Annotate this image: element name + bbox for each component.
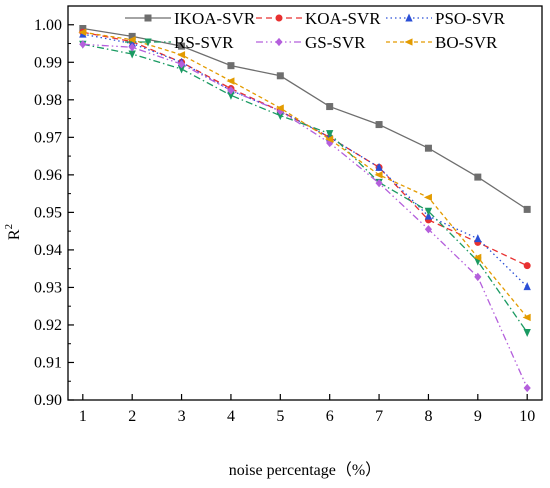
data-point <box>227 62 235 70</box>
data-point <box>374 171 383 179</box>
y-axis-label-sup: 2 <box>3 224 15 230</box>
series-rs-svr <box>79 40 531 337</box>
data-point <box>79 40 87 49</box>
data-point <box>523 328 531 337</box>
x-tick-label: 8 <box>424 408 432 425</box>
data-point <box>474 173 482 181</box>
legend-marker <box>275 37 283 47</box>
x-tick-label: 7 <box>375 408 383 425</box>
data-point <box>275 104 284 112</box>
y-tick-label: 0.99 <box>34 54 62 71</box>
data-point <box>178 42 186 50</box>
y-tick-label: 1.00 <box>34 17 62 34</box>
y-tick-label: 0.98 <box>34 92 62 109</box>
data-point <box>128 43 136 52</box>
x-axis-label: noise percentage（%） <box>229 461 381 479</box>
legend-label: RS-SVR <box>174 33 234 52</box>
data-point <box>326 130 334 139</box>
data-point <box>523 383 531 393</box>
series-ikoa-svr <box>79 25 531 213</box>
data-point <box>227 86 235 95</box>
y-tick-label: 0.93 <box>34 279 62 296</box>
y-tick-label: 0.94 <box>34 242 62 259</box>
data-point <box>177 51 186 59</box>
series-line-ikoa-svr <box>82 27 528 210</box>
x-tick-label: 3 <box>178 408 186 425</box>
legend-marker <box>144 14 152 22</box>
y-axis: 0.90 0.91 0.92 0.93 0.94 0.95 0.96 0.97 0.98 0.99… <box>34 17 74 409</box>
legend-marker <box>275 14 283 22</box>
y-axis-label: R2 <box>3 224 23 240</box>
y-tick-label: 0.95 <box>34 204 62 221</box>
legend-label: GS-SVR <box>305 33 366 52</box>
series-line-pso-svr <box>82 33 528 288</box>
data-point <box>424 211 433 220</box>
legend-item: BO-SVR <box>386 33 498 52</box>
x-tick-label: 1 <box>79 408 87 425</box>
data-point <box>424 207 433 216</box>
legend-marker <box>405 13 413 22</box>
legend-label: KOA-SVR <box>305 9 381 28</box>
data-point <box>474 234 482 243</box>
data-point <box>474 272 482 282</box>
legend-item: KOA-SVR <box>256 9 381 28</box>
series-line-rs-svr <box>82 43 528 333</box>
series-gs-svr <box>79 40 531 393</box>
data-point <box>523 282 531 291</box>
data-point <box>424 225 433 234</box>
legend-item: PSO-SVR <box>386 9 506 28</box>
data-point <box>128 50 136 59</box>
data-point <box>375 121 383 129</box>
series-line-bo-svr <box>82 31 528 318</box>
data-point <box>423 193 432 202</box>
y-tick-label: 0.90 <box>34 392 62 409</box>
series-pso-svr <box>79 29 531 291</box>
x-tick-label: 4 <box>227 408 235 425</box>
plot-frame <box>67 5 543 401</box>
series-line-gs-svr <box>82 43 528 389</box>
legend-label: BO-SVR <box>435 33 498 52</box>
legend-item: GS-SVR <box>256 33 366 52</box>
y-tick-label: 0.91 <box>34 354 62 371</box>
y-tick-label: 0.96 <box>34 167 62 184</box>
data-point <box>424 144 432 152</box>
data-point <box>177 60 186 69</box>
data-point <box>523 262 531 270</box>
legend-item: IKOA-SVR <box>125 9 256 28</box>
data-point <box>473 253 482 262</box>
legend: IKOA-SVR KOA-SVR PSO-SVR RS-SVR GS-SVR BO-SVR <box>125 9 506 52</box>
x-tick-label: 10 <box>519 408 535 425</box>
x-tick-label: 6 <box>326 408 334 425</box>
data-point <box>226 77 235 85</box>
x-axis: 1 2 3 4 5 6 7 8 9 10 <box>79 394 535 425</box>
data-point <box>276 72 284 80</box>
data-point <box>375 162 383 171</box>
x-tick-label: 2 <box>128 408 136 425</box>
legend-marker <box>144 38 152 47</box>
legend-item: RS-SVR <box>125 33 234 52</box>
legend-marker <box>404 38 413 46</box>
data-point <box>522 313 531 322</box>
series-layer <box>78 25 531 393</box>
series-koa-svr <box>79 28 531 270</box>
y-tick-label: 0.97 <box>34 129 62 146</box>
data-point <box>375 178 383 188</box>
x-tick-label: 5 <box>276 408 284 425</box>
data-point <box>326 103 334 111</box>
x-tick-label: 9 <box>474 408 482 425</box>
data-point <box>523 205 531 213</box>
y-axis-label-main: R <box>6 229 23 240</box>
series-line-koa-svr <box>82 31 528 267</box>
data-point <box>325 135 334 143</box>
legend-label: PSO-SVR <box>435 9 506 28</box>
y-tick-label: 0.92 <box>34 317 62 334</box>
data-point <box>78 28 87 36</box>
legend-label: IKOA-SVR <box>174 9 256 28</box>
series-bo-svr <box>78 28 531 322</box>
